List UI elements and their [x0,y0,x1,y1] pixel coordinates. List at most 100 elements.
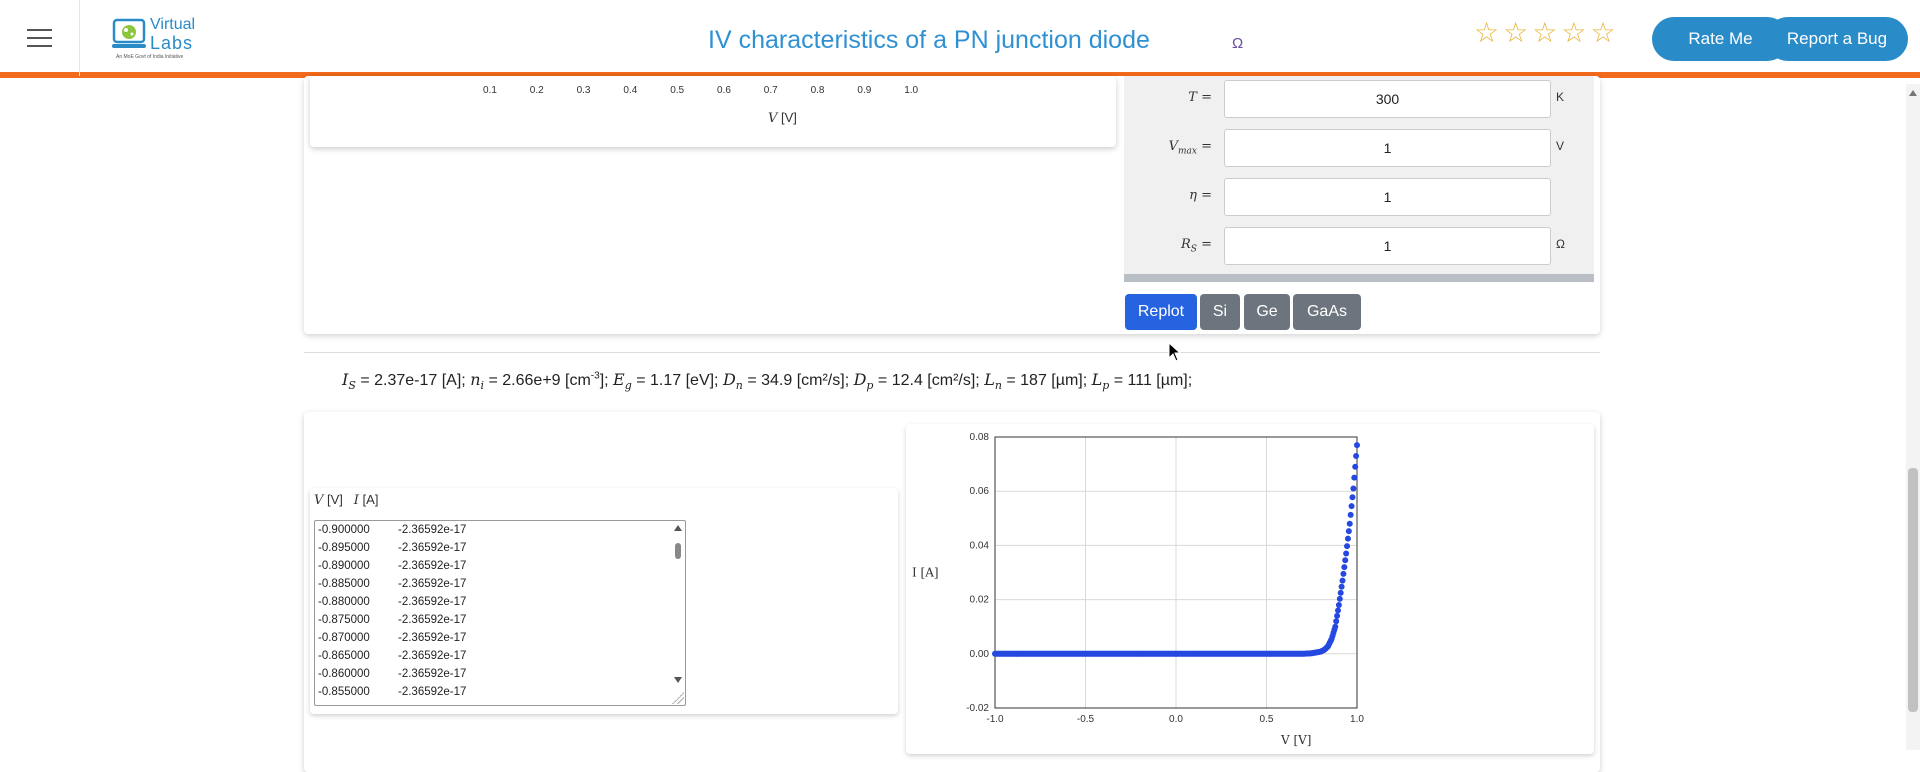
eta-input[interactable]: 1 [1224,178,1551,216]
textarea-scrollbar-thumb[interactable] [675,543,681,559]
upper-x-tick-label: 0.5 [670,85,685,96]
param-label-vmax: Vmax = [1168,139,1212,157]
mouse-cursor-icon [1168,342,1182,362]
table-cell-i: -2.36592e-17 [398,596,467,608]
x-tick-label: 1.0 [1350,714,1364,725]
data-point [1350,485,1357,492]
param-unit-t: K [1556,90,1565,104]
si-material-button[interactable]: Si [1200,294,1240,330]
table-cell-i: -2.36592e-17 [398,560,467,572]
data-point [1346,520,1353,527]
upper-x-tick-label: 0.8 [810,85,825,96]
y-tick-label: -0.02 [966,703,989,714]
upper-plot-card [310,76,1116,147]
logo-text-labs: Labs [150,33,194,53]
table-cell-i: -2.36592e-17 [398,578,467,590]
upper-x-tick-label: 0.6 [717,85,731,96]
x-tick-label: -0.5 [1077,714,1095,725]
table-cell-v: -0.890000 [318,560,370,572]
table-head-v-unit: [V] [327,492,343,507]
x-axis-label: V [V] [1280,733,1312,747]
logo-flask-icon [112,18,146,48]
data-point [1354,442,1360,449]
upper-plot-xlabel: V [V] [768,110,797,126]
table-cell-v: -0.855000 [318,686,370,698]
section-divider [304,352,1600,353]
scroll-up-arrow-icon[interactable] [1909,90,1917,96]
data-point [1353,452,1360,459]
data-point [1344,535,1351,542]
page-title: IV characteristics of a PN junction diod… [708,26,1150,54]
report-bug-button[interactable]: Report a Bug [1766,17,1908,61]
data-table-header: V [V] I [A] [314,492,378,508]
rs-input[interactable]: 1 [1224,227,1551,265]
x-tick-label: 0.0 [1169,714,1183,725]
replot-button[interactable]: Replot [1125,294,1197,330]
data-point [1349,494,1356,501]
star-icon[interactable]: ☆ [1590,17,1616,48]
data-point [1344,543,1351,550]
y-tick-label: 0.08 [970,432,990,443]
data-point [1348,503,1355,510]
table-cell-v: -0.870000 [318,632,370,644]
param-row-rs: RS = 1 Ω [1124,227,1594,267]
scrollbar-thumb[interactable] [1908,468,1918,712]
result-dp: = 12.4 [cm²/s]; [877,372,980,389]
textarea-scrollbar[interactable] [671,521,685,705]
top-header: Virtual Labs An MoE Govt of India Initia… [0,0,1920,78]
upper-x-tick-label: 1.0 [904,85,919,96]
table-cell-i: -2.36592e-17 [398,542,467,554]
star-icon[interactable]: ☆ [1503,17,1529,48]
ge-material-button[interactable]: Ge [1244,294,1290,330]
table-cell-v: -0.875000 [318,614,370,626]
results-summary: IS = 2.37e-17 [A]; ni = 2.66e+9 [cm-3]; … [342,370,1193,393]
x-tick-label: -1.0 [986,714,1004,725]
temperature-input[interactable]: 300 [1224,80,1551,118]
logo-subtitle: An MoE Govt of India Initiative [116,54,184,60]
upper-xlabel-var: V [768,111,778,126]
table-cell-v: -0.885000 [318,578,370,590]
data-point [1347,511,1354,518]
data-point [1336,595,1343,602]
result-is: = 2.37e-17 [A]; [360,372,466,389]
vmax-input[interactable]: 1 [1224,129,1551,167]
hamburger-icon-bar [27,45,52,47]
data-output-textarea[interactable]: -0.900000 -2.36592e-17 -0.895000 -2.36592e-… [314,520,686,706]
data-point [1333,618,1340,625]
iv-chart: -1.0 -0.5 0.0 0.5 1.0 0.08 0.06 0.04 0.02 0.00 -0.… [912,432,1364,747]
star-icon[interactable]: ☆ [1532,17,1558,48]
data-point [1337,589,1344,596]
resize-grip-icon[interactable] [672,692,684,704]
hamburger-menu-button[interactable] [0,0,80,76]
result-ni-tail: ]; [599,372,609,389]
parameter-panel: T = 300 K Vmax = 1 V η = 1 RS = 1 Ω [1124,76,1594,282]
table-cell-v: -0.900000 [318,524,370,536]
table-cell-i: -2.36592e-17 [398,632,467,644]
data-point [1334,612,1341,619]
param-label-t: T = [1188,90,1212,105]
y-tick-label: 0.06 [970,486,990,497]
data-point [1339,577,1346,584]
page-scrollbar[interactable] [1906,84,1920,750]
y-axis-label: I [A] [912,566,939,580]
gaas-material-button[interactable]: GaAs [1293,294,1361,330]
scroll-up-arrow-icon[interactable] [674,525,682,531]
y-tick-label: 0.02 [970,595,990,606]
star-icon[interactable]: ☆ [1561,17,1587,48]
virtual-labs-logo[interactable]: Virtual Labs An MoE Govt of India Initia… [110,12,200,62]
y-tick-label: 0.04 [970,540,990,551]
result-eg: = 1.17 [eV]; [636,372,719,389]
result-ni-exp: -3 [590,370,600,382]
rating-stars[interactable]: ☆ ☆ ☆ ☆ ☆ [1474,19,1616,47]
data-point [1352,463,1359,470]
star-icon[interactable]: ☆ [1474,17,1500,48]
upper-x-tick-label: 0.2 [529,85,544,96]
table-cell-i: -2.36592e-17 [398,614,467,626]
logo-text-virtual: Virtual [150,16,196,33]
table-cell-v: -0.895000 [318,542,370,554]
omega-icon[interactable]: Ω [1232,35,1244,52]
upper-x-tick-label: 0.9 [857,85,872,96]
table-cell-v: -0.865000 [318,650,370,662]
scroll-down-arrow-icon[interactable] [674,677,682,683]
plot-frame [994,436,1358,709]
